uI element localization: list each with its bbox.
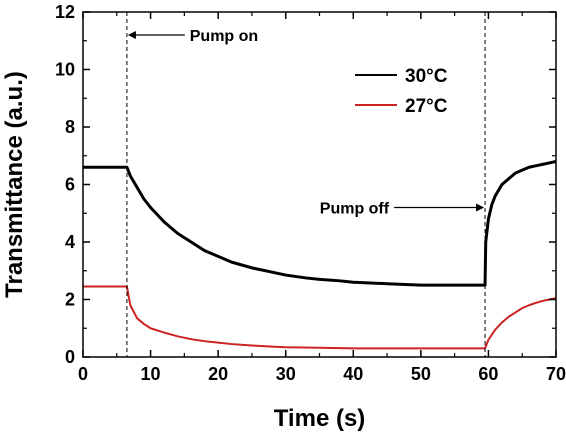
x-tick-label: 40 [343, 364, 363, 384]
series-layer [83, 160, 557, 350]
legend: 30°C 27°C [355, 66, 448, 117]
x-tick-label: 70 [546, 364, 566, 384]
series-line-1 [83, 285, 557, 350]
y-axis-title: Transmittance (a.u.) [1, 71, 28, 298]
x-tick-label: 30 [276, 364, 296, 384]
legend-label-1: 27°C [405, 96, 448, 117]
tick-layer: 0 10 20 30 40 50 60 70 0 2 4 6 8 10 12 [55, 2, 566, 384]
x-tick-label: 50 [411, 364, 431, 384]
x-tick-label: 0 [78, 364, 88, 384]
x-tick-label: 20 [208, 364, 228, 384]
series-line-0 [83, 160, 557, 287]
x-tick-label: 10 [141, 364, 161, 384]
vline-layer [126, 12, 486, 357]
annotation-arrow-head-1 [476, 203, 485, 212]
annotation-0: Pump on [190, 28, 258, 45]
y-tick-label: 10 [55, 60, 75, 80]
y-tick-label: 12 [55, 2, 75, 22]
annotation-1: Pump off [320, 201, 390, 218]
annotation-arrow-head-0 [127, 31, 136, 39]
y-tick-label: 6 [65, 175, 75, 195]
y-tick-label: 8 [65, 117, 75, 137]
legend-label-0: 30°C [405, 66, 448, 87]
x-tick-label: 60 [478, 364, 498, 384]
annotation-layer: Pump on Pump off [127, 28, 485, 218]
y-tick-label: 0 [65, 347, 75, 367]
y-tick-label: 2 [65, 290, 75, 310]
y-tick-label: 4 [65, 232, 75, 252]
x-axis-title: Time (s) [274, 405, 366, 432]
